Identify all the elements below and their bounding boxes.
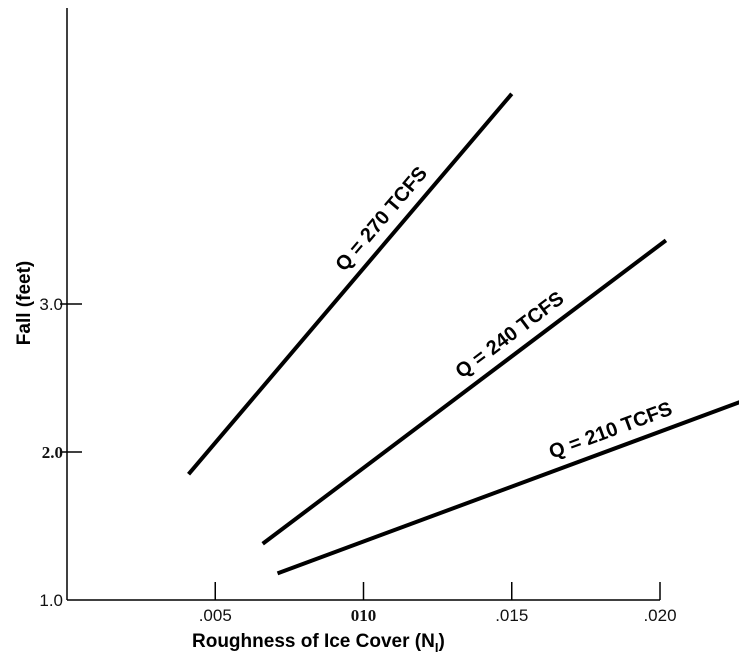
x-tick-label: .020 [643,606,676,625]
x-axis-title: Roughness of Ice Cover (NI) [192,631,445,655]
y-ticks: 1.0 2.0 3.0 [39,295,82,610]
series-lines [187,92,739,576]
y-tick-label: 3.0 [39,295,63,314]
y-axis-title: Fall (feet) [14,261,35,345]
series-line [187,92,514,476]
series-line [276,400,739,576]
y-tick-label: 2.0 [42,443,63,462]
x-tick-label: .015 [495,606,528,625]
axes [66,8,660,601]
series-label: Q = 240 TCFS [452,287,569,382]
series-label: Q = 270 TCFS [331,163,432,276]
series-label: Q = 210 TCFS [546,398,675,464]
x-ticks: .005 010 .015 .020 [199,582,677,625]
x-tick-label: 010 [351,606,377,625]
x-tick-label: .005 [199,606,232,625]
y-tick-label: 1.0 [39,591,63,610]
series-line [261,238,668,546]
